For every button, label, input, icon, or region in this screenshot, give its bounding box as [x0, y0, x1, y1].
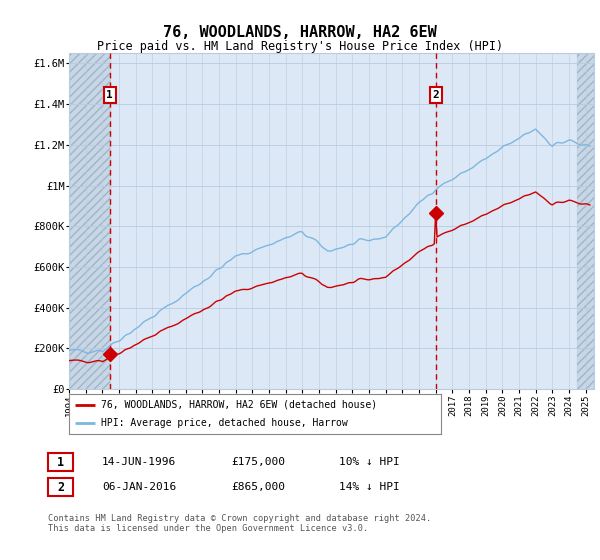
Text: £175,000: £175,000	[231, 457, 285, 467]
Text: HPI: Average price, detached house, Harrow: HPI: Average price, detached house, Harr…	[101, 418, 347, 428]
Text: 06-JAN-2016: 06-JAN-2016	[102, 482, 176, 492]
Text: £865,000: £865,000	[231, 482, 285, 492]
Text: Price paid vs. HM Land Registry's House Price Index (HPI): Price paid vs. HM Land Registry's House …	[97, 40, 503, 53]
Text: 14% ↓ HPI: 14% ↓ HPI	[339, 482, 400, 492]
Text: 1: 1	[106, 90, 113, 100]
Bar	[69, 53, 110, 389]
Text: Contains HM Land Registry data © Crown copyright and database right 2024.
This d: Contains HM Land Registry data © Crown c…	[48, 514, 431, 534]
Text: 2: 2	[57, 480, 64, 494]
Bar	[577, 53, 594, 389]
Text: 2: 2	[433, 90, 440, 100]
Bar	[69, 53, 110, 389]
Text: 10% ↓ HPI: 10% ↓ HPI	[339, 457, 400, 467]
Bar	[577, 53, 594, 389]
Text: 76, WOODLANDS, HARROW, HA2 6EW (detached house): 76, WOODLANDS, HARROW, HA2 6EW (detached…	[101, 400, 377, 409]
Text: 1: 1	[57, 455, 64, 469]
Text: 14-JUN-1996: 14-JUN-1996	[102, 457, 176, 467]
Text: 76, WOODLANDS, HARROW, HA2 6EW: 76, WOODLANDS, HARROW, HA2 6EW	[163, 25, 437, 40]
